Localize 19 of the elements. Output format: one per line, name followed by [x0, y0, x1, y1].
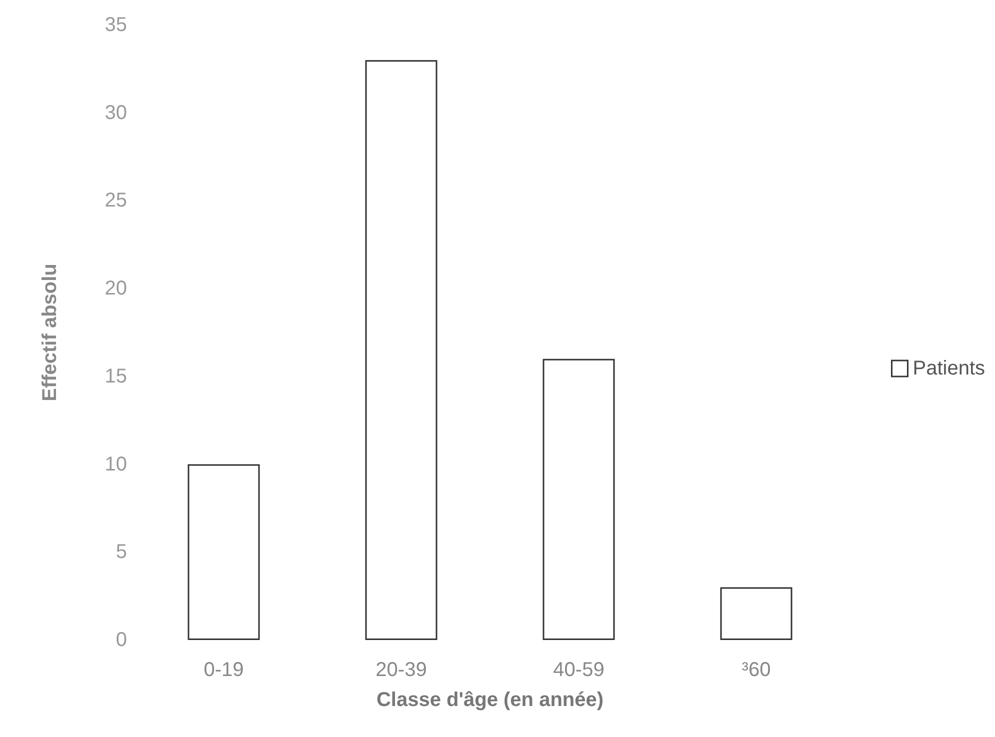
y-tick-label: 10	[104, 453, 127, 476]
bar	[188, 464, 260, 640]
y-tick-label: 15	[104, 365, 127, 388]
x-tick-label: 0-19	[204, 659, 244, 681]
y-tick-label: 0	[116, 629, 127, 651]
y-tick-label: 25	[104, 190, 127, 212]
legend-label: Patients	[912, 358, 985, 380]
x-tick-label: ³60	[742, 659, 771, 681]
y-tick-label: 30	[104, 102, 127, 124]
y-tick-label: 5	[116, 541, 127, 564]
x-tick-label: 40-59	[553, 659, 604, 681]
y-axis-title: Effectif absolu	[39, 264, 61, 402]
bar	[720, 587, 792, 640]
x-axis-title: Classe d'âge (en année)	[376, 689, 604, 711]
bar	[365, 60, 438, 640]
y-tick-label: 20	[104, 278, 127, 300]
x-tick-label: 20-39	[376, 659, 427, 681]
y-tick-label: 35	[104, 14, 127, 36]
bar	[542, 358, 615, 640]
